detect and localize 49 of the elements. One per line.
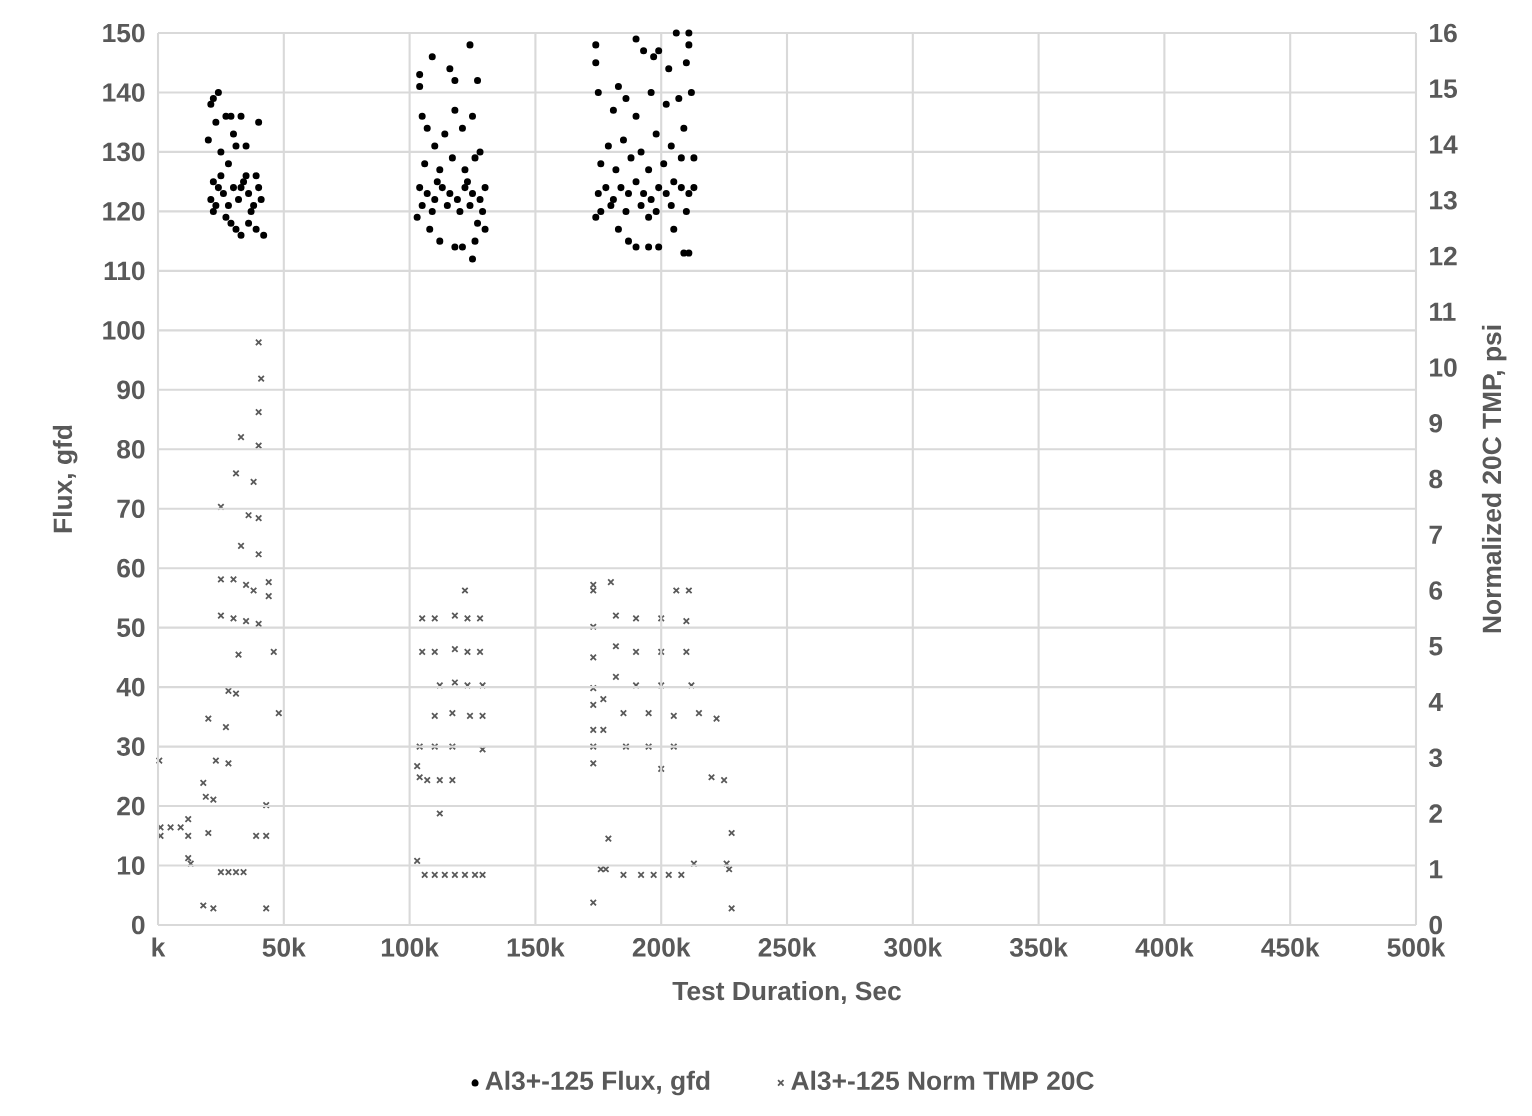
x-tick-label: 50k xyxy=(262,937,306,957)
y-tick-label: 80 xyxy=(117,439,145,459)
x-tick-label: 450k xyxy=(1261,937,1320,957)
y-tick-label: 150 xyxy=(103,23,145,43)
legend-label: Al3+-125 Flux, gfd xyxy=(485,1070,710,1096)
y2-tick-label: 4 xyxy=(1428,692,1443,712)
y2-tick-label: 2 xyxy=(1429,804,1443,823)
x-tick-label: k xyxy=(152,937,166,957)
y2-tick-label: 16 xyxy=(1430,23,1457,43)
y2-tick-label: 3 xyxy=(1429,748,1443,768)
y-tick-label: 90 xyxy=(117,380,145,400)
legend-label: Al3+-125 Norm TMP 20C xyxy=(791,1070,1094,1091)
x-tick-label: 350k xyxy=(1009,937,1068,957)
y-tick-label: 30 xyxy=(116,737,145,756)
y-tick-label: 130 xyxy=(103,142,145,162)
y2-tick-label: 15 xyxy=(1430,79,1458,98)
y-tick-label: 140 xyxy=(103,83,145,102)
y-tick-label: 60 xyxy=(117,558,145,578)
y-tick-label: 120 xyxy=(103,202,145,221)
y-axis-title: Flux, gfd xyxy=(52,425,78,533)
x-tick-label: 100k xyxy=(381,937,439,957)
x-tick-label: 400k xyxy=(1135,937,1194,957)
x-tick-label: 150k xyxy=(507,937,565,957)
y2-tick-label: 11 xyxy=(1430,302,1456,321)
y2-tick-label: 6 xyxy=(1429,581,1443,600)
y-tick-label: 40 xyxy=(116,677,145,697)
x-tick-label: 250k xyxy=(758,937,817,957)
y-tick-label: 10 xyxy=(117,856,145,875)
y-tick-label: 20 xyxy=(117,796,145,816)
y-tick-label: 50 xyxy=(117,618,145,638)
y-tick-label: 110 xyxy=(104,261,145,281)
y2-axis-title: Normalized 20C TMP, psi xyxy=(1481,325,1507,633)
y2-tick-label: 0 xyxy=(1429,915,1442,935)
x-axis-title: Test Duration, Sec xyxy=(672,980,901,1005)
y2-tick-label: 13 xyxy=(1430,190,1457,210)
y2-tick-label: 5 xyxy=(1429,637,1443,656)
x-tick-label: 300k xyxy=(884,937,943,957)
x-tick-label: 500k xyxy=(1387,937,1446,957)
y2-tick-label: 12 xyxy=(1430,246,1457,266)
y2-tick-label: 10 xyxy=(1430,358,1457,377)
y-tick-label: 0 xyxy=(131,915,145,935)
y-tick-label: 100 xyxy=(103,321,145,340)
y2-tick-label: 8 xyxy=(1429,469,1443,489)
y2-tick-label: 14 xyxy=(1430,135,1458,154)
y2-tick-label: 9 xyxy=(1429,413,1443,433)
y2-tick-label: 1 xyxy=(1430,860,1443,879)
x-tick-label: 200k xyxy=(632,937,691,957)
y-tick-label: 70 xyxy=(117,499,145,519)
y2-tick-label: 7 xyxy=(1429,525,1442,544)
